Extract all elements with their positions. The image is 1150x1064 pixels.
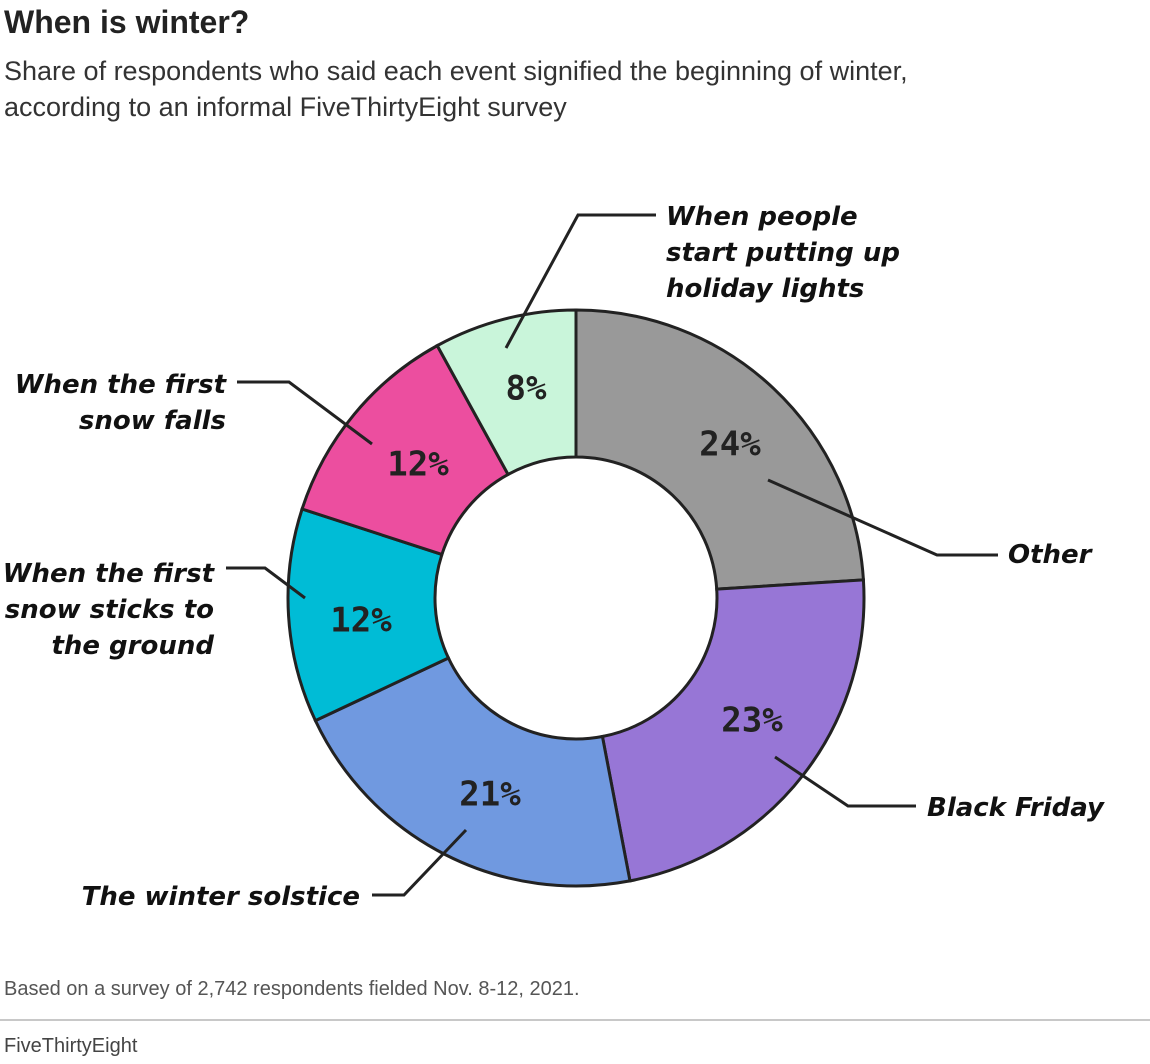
footnote: Based on a survey of 2,742 respondents f… — [4, 978, 580, 1000]
donut-chart: 24% 23% 21% 12% 12% 8% Other Black Friday The w… — [3, 202, 1105, 912]
leader-when-the-first-snow-falls — [237, 380, 373, 446]
divider — [0, 1019, 1150, 1021]
chart-subtitle: Share of respondents who said each event… — [4, 56, 908, 122]
leader-black-friday — [774, 755, 916, 808]
leader-lines — [226, 213, 998, 897]
percent-label-other: 24% — [699, 425, 761, 465]
category-label-when-people-start-putting-up-holiday-lights: When people start putting up holiday light… — [666, 202, 900, 304]
percent-label-when-the-first-snow-falls: 12% — [387, 445, 449, 485]
slice-when-people-start-putting-up-holiday-lights — [435, 308, 578, 477]
percent-label-black-friday: 23% — [721, 701, 783, 741]
source-credit: FiveThirtyEight — [4, 1035, 138, 1057]
percent-label-when-the-first-snow-sticks-to-the-ground: 12% — [330, 601, 392, 641]
percent-labels: 24% 23% 21% 12% 12% 8% — [330, 369, 783, 815]
slice-when-the-first-snow-falls — [300, 343, 511, 557]
chart-title: When is winter? — [4, 4, 250, 40]
leader-the-winter-solstice — [372, 828, 468, 897]
slice-when-the-first-snow-sticks-to-the-ground — [286, 507, 451, 723]
category-label-when-the-first-snow-sticks-to-the-ground: When the first snow sticks to the ground — [3, 559, 216, 661]
slice-the-winter-solstice — [313, 656, 632, 888]
category-label-black-friday: Black Friday — [927, 793, 1105, 823]
leader-other — [767, 478, 998, 557]
category-label-when-the-first-snow-falls: When the first snow falls — [15, 370, 228, 436]
leader-when-the-first-snow-sticks-to-the-ground — [226, 566, 306, 600]
donut-slices — [286, 308, 866, 888]
slice-other — [574, 308, 866, 591]
category-label-the-winter-solstice: The winter solstice — [82, 882, 360, 912]
percent-label-the-winter-solstice: 21% — [459, 775, 521, 815]
leader-when-people-start-putting-up-holiday-lights — [504, 213, 656, 349]
percent-label-when-people-start-putting-up-holiday-lights: 8% — [506, 369, 547, 409]
category-label-other: Other — [1008, 540, 1094, 570]
slice-black-friday — [600, 578, 866, 883]
category-labels: Other Black Friday The winter solstice When… — [3, 202, 1105, 912]
